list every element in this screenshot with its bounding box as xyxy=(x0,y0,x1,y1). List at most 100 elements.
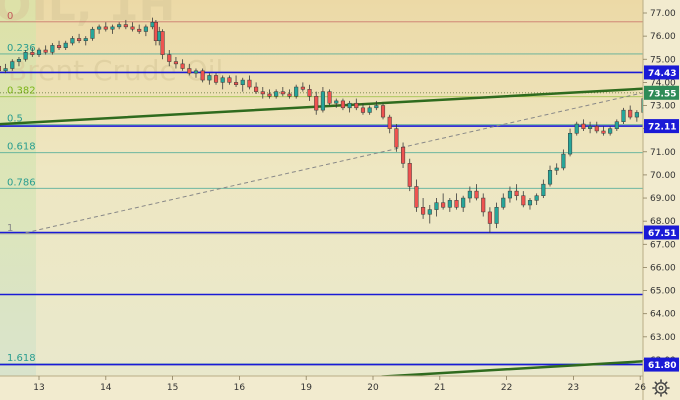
candle-body xyxy=(501,197,506,208)
fib-label: 0.786 xyxy=(7,177,36,188)
x-tick-label: 16 xyxy=(234,383,246,393)
price-label-box xyxy=(644,357,679,372)
candle-body xyxy=(494,207,499,224)
candle-body xyxy=(467,190,472,199)
candle-body xyxy=(274,91,279,97)
candle-body xyxy=(287,93,292,97)
y-tick-label: 74.00 xyxy=(650,78,676,88)
candle-body xyxy=(157,31,162,42)
candle-body xyxy=(254,86,259,92)
candle-body xyxy=(153,22,158,42)
candle-body xyxy=(10,61,15,69)
x-tick-label: 13 xyxy=(33,383,44,393)
candle-body xyxy=(387,116,392,129)
candle-body xyxy=(367,107,372,113)
candle-body xyxy=(56,45,62,48)
candle-body xyxy=(247,79,252,88)
candle-body xyxy=(137,28,142,32)
x-tick-label: 26 xyxy=(634,383,646,393)
x-tick-label: 21 xyxy=(434,383,445,393)
x-tick-label: 22 xyxy=(501,383,512,393)
y-tick-label: 73.00 xyxy=(650,102,676,112)
candle-body xyxy=(83,38,88,42)
candle-body xyxy=(294,86,299,97)
x-tick-label: 14 xyxy=(100,383,112,393)
candle-body xyxy=(574,123,579,134)
candle-body xyxy=(527,200,533,206)
current-price-label: 73.55 xyxy=(648,89,676,99)
candle-body xyxy=(621,109,626,122)
candle-body xyxy=(354,102,359,109)
candle-body xyxy=(234,82,239,85)
candle-body xyxy=(487,211,492,224)
candle-body xyxy=(340,100,345,109)
candle-body xyxy=(360,107,366,113)
candle-body xyxy=(374,105,379,109)
candle-body xyxy=(207,75,212,81)
fib-label: 1.618 xyxy=(7,353,36,364)
candle-body xyxy=(117,24,122,28)
candle-body xyxy=(103,26,108,30)
y-tick-label: 63.00 xyxy=(650,333,676,343)
fib-label: 0 xyxy=(7,11,13,22)
candle-body xyxy=(267,93,272,97)
candle-body xyxy=(634,112,639,118)
candle-body xyxy=(213,75,219,83)
candle-body xyxy=(588,126,593,129)
candle-body xyxy=(173,61,178,65)
candle-body xyxy=(547,170,553,185)
price-label: 61.80 xyxy=(648,361,676,371)
price-label: 72.11 xyxy=(648,123,676,133)
fib-dashed-line xyxy=(25,85,674,234)
candle-body xyxy=(554,167,559,171)
candle-body xyxy=(380,105,386,118)
settings-gear-icon[interactable] xyxy=(652,379,670,397)
candle-body xyxy=(521,195,526,206)
candle-body xyxy=(23,52,28,60)
candle-body xyxy=(0,65,1,72)
x-tick-label: 15 xyxy=(167,383,178,393)
candle-body xyxy=(314,96,319,111)
price-label: 74.43 xyxy=(648,69,676,79)
candle-body xyxy=(200,70,205,81)
x-tick-label: 20 xyxy=(367,383,379,393)
candle-body xyxy=(347,102,352,109)
candle-body xyxy=(401,146,406,164)
candle-body xyxy=(608,128,613,134)
candle-body xyxy=(307,89,312,97)
candle-body xyxy=(260,91,265,95)
x-tick-label: 19 xyxy=(300,383,312,393)
candle-body xyxy=(50,45,55,53)
fib-label: 0.5 xyxy=(7,113,23,124)
candle-body xyxy=(3,68,8,72)
candle-body xyxy=(320,91,325,111)
y-tick-label: 76.00 xyxy=(650,32,676,42)
candle-body xyxy=(568,133,573,155)
candle-body xyxy=(581,123,586,129)
y-tick-label: 70.00 xyxy=(650,171,676,181)
candle-body xyxy=(123,24,128,28)
candle-body xyxy=(534,195,539,201)
candle-body xyxy=(334,100,339,104)
candle-body xyxy=(414,186,419,208)
candle-body xyxy=(507,190,512,199)
x-tick-label: 23 xyxy=(568,383,579,393)
candle-body xyxy=(441,202,446,208)
candle-body xyxy=(150,22,155,28)
price-label-box xyxy=(644,65,679,80)
candle-body xyxy=(110,26,115,30)
candle-body xyxy=(614,121,619,129)
candle-body xyxy=(481,197,486,213)
candle-body xyxy=(454,200,459,208)
y-tick-label: 64.00 xyxy=(650,310,676,320)
fib-label: 0.382 xyxy=(7,86,36,97)
candle-body xyxy=(474,190,479,199)
candle-body xyxy=(160,31,165,55)
y-tick-label: 67.00 xyxy=(650,240,676,250)
price-label-box xyxy=(644,119,679,134)
candle-body xyxy=(130,26,135,30)
candle-body xyxy=(561,153,566,169)
candle-body xyxy=(427,209,432,215)
candle-body xyxy=(36,49,42,55)
